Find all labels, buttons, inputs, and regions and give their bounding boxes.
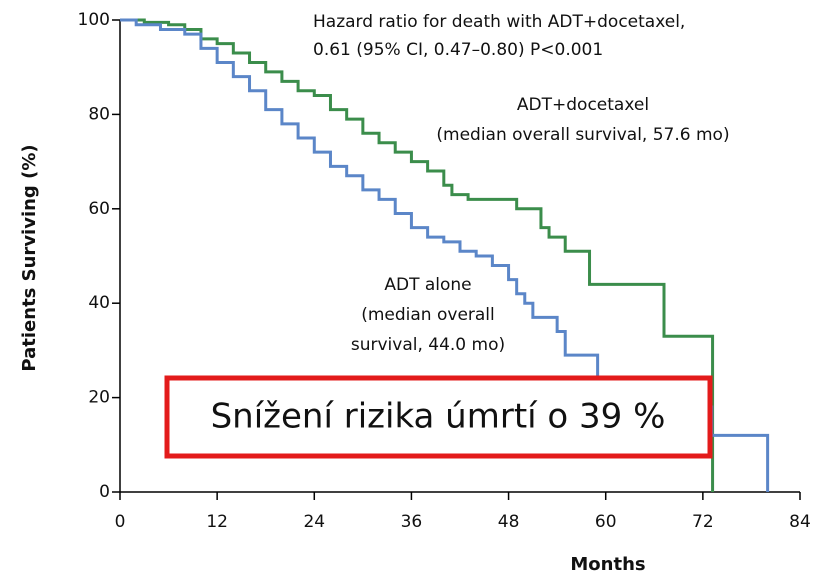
survival-curve [120,18,770,492]
survival-curve [120,18,715,492]
annotation: (median overall [361,305,495,325]
highlight-text: Snížení rizika úmrtí o 39 % [211,397,666,437]
x-tick-label: 24 [303,512,325,532]
x-axis-label: Months [570,554,645,575]
annotation: ADT alone [384,275,471,295]
x-tick-label: 12 [206,512,228,532]
y-axis-label: Patients Surviving (%) [19,144,40,371]
annotation: (median overall survival, 57.6 mo) [436,125,729,145]
y-tick-label: 20 [88,388,110,408]
x-tick-label: 48 [498,512,520,532]
annotation: survival, 44.0 mo) [351,335,505,355]
y-tick-label: 0 [99,482,110,502]
y-tick-label: 60 [88,199,110,219]
x-tick-label: 72 [692,512,714,532]
y-tick-label: 100 [78,10,110,30]
y-tick-label: 40 [88,293,110,313]
highlight-box [164,375,713,459]
annotation: 0.61 (95% CI, 0.47–0.80) P<0.001 [313,40,603,60]
y-tick-label: 80 [88,104,110,124]
x-tick-label: 84 [789,512,811,532]
x-tick-label: 0 [115,512,126,532]
x-tick-label: 36 [401,512,423,532]
x-tick-label: 60 [595,512,617,532]
annotation: Hazard ratio for death with ADT+docetaxe… [313,12,685,32]
annotation: ADT+docetaxel [517,95,649,115]
